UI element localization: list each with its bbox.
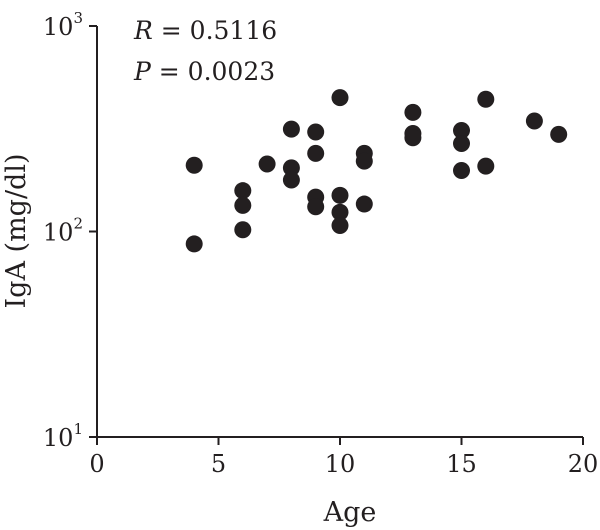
data-point: [258, 155, 276, 173]
data-point: [331, 186, 349, 204]
data-points: [185, 89, 568, 253]
data-point: [453, 135, 470, 153]
y-tick-exponent: 1: [73, 420, 83, 438]
data-point: [550, 125, 568, 143]
data-point: [404, 129, 422, 147]
data-point: [331, 89, 349, 107]
x-tick-label: 0: [89, 450, 104, 478]
data-point: [282, 159, 300, 177]
data-point: [282, 171, 300, 189]
data-point: [453, 122, 470, 140]
p-value-annotation: P = 0.0023: [133, 57, 275, 86]
y-tick-base: 10: [43, 219, 74, 247]
y-tick-exponent: 3: [73, 9, 83, 27]
data-point: [282, 120, 300, 138]
x-tick-label: 20: [568, 450, 599, 478]
y-tick-base: 10: [43, 424, 74, 452]
y-tick-label: 101: [43, 420, 83, 452]
r-value: = 0.5116: [153, 16, 277, 45]
r-value-annotation: R = 0.5116: [133, 16, 277, 45]
data-point: [234, 221, 252, 239]
data-point: [234, 196, 252, 214]
data-point: [185, 235, 203, 253]
data-point: [453, 162, 470, 180]
data-point: [331, 203, 349, 221]
data-point: [331, 216, 349, 234]
data-point: [307, 198, 325, 216]
data-point: [525, 112, 543, 130]
data-point: [234, 182, 252, 200]
data-point: [355, 152, 373, 170]
data-point: [404, 103, 422, 121]
data-point: [355, 195, 373, 213]
data-point: [477, 90, 495, 108]
p-value: = 0.0023: [151, 57, 275, 86]
data-point: [185, 156, 203, 174]
data-point: [477, 157, 495, 175]
data-point: [307, 123, 325, 141]
x-axis-title: Age: [323, 497, 377, 528]
y-tick-label: 103: [43, 9, 83, 41]
y-axis-title: IgA (mg/dl): [1, 154, 32, 309]
data-point: [307, 144, 325, 162]
y-tick-label: 102: [43, 215, 83, 247]
r-symbol: R: [133, 16, 153, 45]
p-symbol: P: [133, 57, 152, 86]
x-tick-label: 5: [211, 450, 226, 478]
x-tick-label: 15: [446, 450, 477, 478]
x-tick-label: 10: [325, 450, 356, 478]
y-tick-base: 10: [43, 13, 74, 41]
y-tick-exponent: 2: [73, 215, 83, 233]
x-axis-ticks: 0 5 10 15 20: [89, 437, 598, 478]
